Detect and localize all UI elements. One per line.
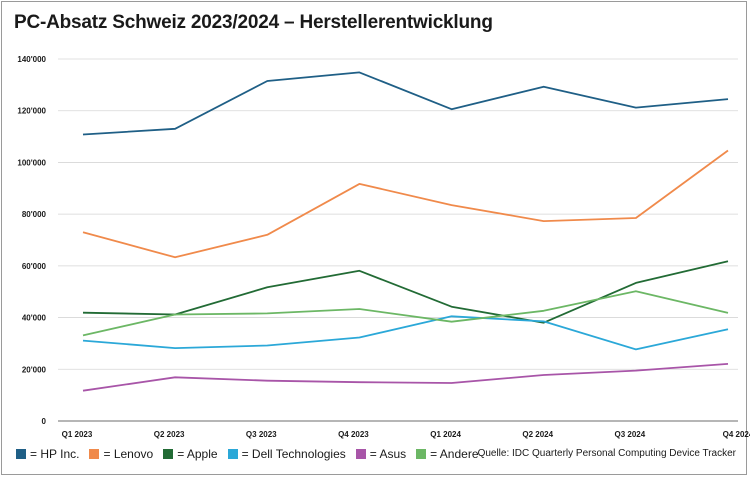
x-tick-label: Q3 2024 xyxy=(615,430,646,439)
series-line-2 xyxy=(82,260,729,324)
x-tick-label: Q2 2023 xyxy=(154,430,185,439)
legend-swatch xyxy=(416,449,427,459)
source-note: Quelle: IDC Quarterly Personal Computing… xyxy=(477,448,736,459)
legend-swatch xyxy=(163,449,174,459)
legend-swatch xyxy=(227,449,238,459)
chart-title: PC-Absatz Schweiz 2023/2024 – Hersteller… xyxy=(14,12,493,33)
x-tick-label: Q1 2023 xyxy=(62,430,93,439)
gridlines xyxy=(58,58,738,422)
x-tick-label: Q1 2024 xyxy=(430,430,461,439)
y-tick-label: 100'000 xyxy=(17,158,46,167)
y-tick-label: 20'000 xyxy=(22,365,47,374)
series-line-0 xyxy=(82,71,729,136)
series-line-5 xyxy=(82,290,729,337)
y-tick-label: 60'000 xyxy=(22,262,47,271)
y-tick-label: 40'000 xyxy=(22,314,47,323)
legend-item: = HP Inc. xyxy=(16,447,79,461)
y-tick-label: 140'000 xyxy=(17,55,46,64)
legend-item: = Apple xyxy=(163,447,218,461)
y-tick-label: 120'000 xyxy=(17,107,46,116)
x-tick-label: Q4 2024 xyxy=(723,430,750,439)
y-tick-label: 0 xyxy=(42,417,47,426)
legend-item: = Asus xyxy=(355,447,407,461)
legend-item: = Andere xyxy=(416,447,479,461)
legend-label: = Lenovo xyxy=(103,447,154,461)
legend-item: = Dell Technologies xyxy=(227,447,346,461)
legend-label: = Andere xyxy=(430,447,479,461)
y-axis-ticks: 0 20'000 40'000 60'000 80'000 100'000 120'000 1… xyxy=(17,55,46,426)
legend-swatch xyxy=(16,449,26,459)
series-line-1 xyxy=(82,149,729,259)
legend-label: = Asus xyxy=(369,447,407,461)
series-line-4 xyxy=(82,363,729,392)
series-lines xyxy=(82,71,729,392)
x-tick-label: Q4 2023 xyxy=(338,430,369,439)
x-tick-label: Q3 2023 xyxy=(246,430,277,439)
legend-swatch xyxy=(355,449,366,459)
legend-item: = Lenovo xyxy=(89,447,153,461)
x-axis-ticks: Q1 2023 Q2 2023 Q3 2023 Q4 2023 Q1 2024 Q2 20… xyxy=(62,430,750,439)
legend-swatch xyxy=(89,449,100,459)
legend: = HP Inc. = Lenovo = Apple = Dell Technolog… xyxy=(16,446,479,462)
legend-label: = Apple xyxy=(177,447,218,461)
x-tick-label: Q2 2024 xyxy=(522,430,553,439)
series-line-3 xyxy=(82,315,729,351)
y-tick-label: 80'000 xyxy=(22,210,47,219)
legend-label: = Dell Technologies xyxy=(241,447,346,461)
legend-label: = HP Inc. xyxy=(30,447,80,461)
